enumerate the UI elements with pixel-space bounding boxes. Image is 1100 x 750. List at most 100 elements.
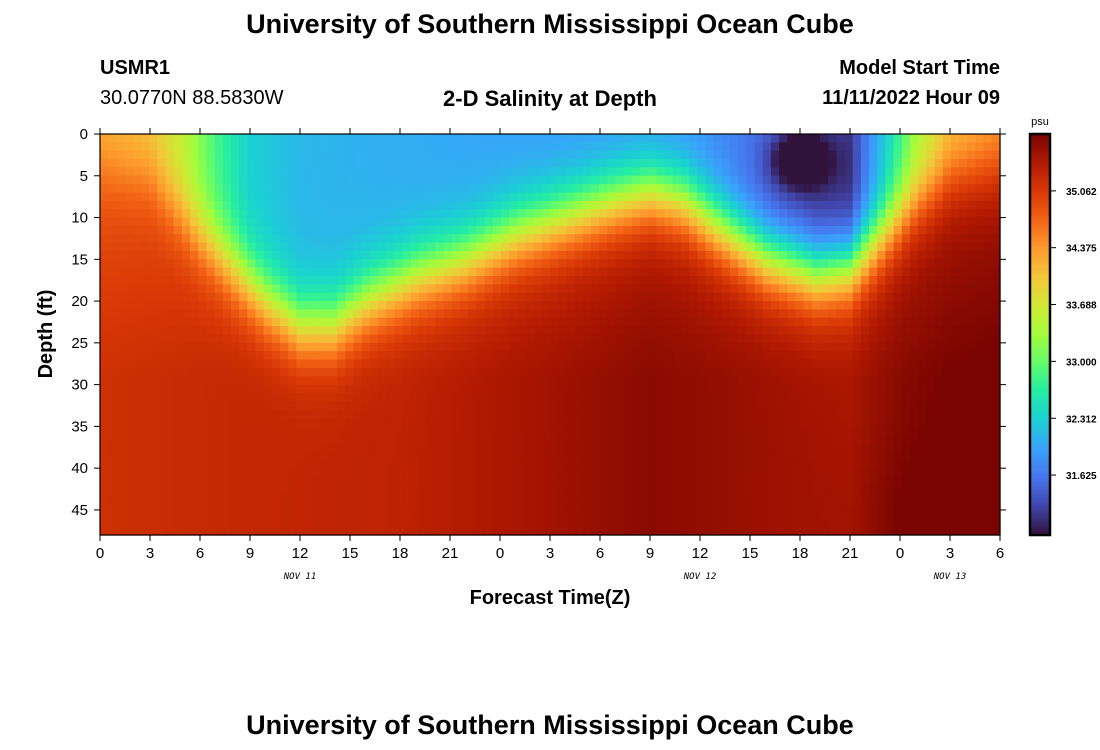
heatmap-cell: [730, 401, 739, 411]
heatmap-cell: [100, 159, 109, 169]
heatmap-cell: [394, 250, 404, 260]
heatmap-cell: [370, 451, 379, 461]
heatmap-cell: [738, 309, 747, 319]
heatmap-cell: [746, 359, 756, 369]
heatmap-cell: [599, 301, 608, 311]
heatmap-cell: [517, 468, 527, 478]
heatmap-cell: [230, 459, 240, 469]
heatmap-cell: [959, 184, 968, 194]
heatmap-cell: [746, 501, 756, 511]
heatmap-cell: [500, 225, 510, 235]
heatmap-cell: [394, 225, 404, 235]
heatmap-cell: [640, 309, 649, 319]
heatmap-cell: [754, 209, 764, 219]
heatmap-cell: [476, 242, 486, 252]
heatmap-cell: [394, 426, 404, 436]
heatmap-cell: [975, 443, 985, 453]
heatmap-cell: [402, 426, 412, 436]
heatmap-cell: [975, 484, 985, 494]
heatmap-cell: [738, 217, 747, 227]
heatmap-cell: [631, 342, 641, 352]
heatmap-cell: [476, 426, 486, 436]
heatmap-cell: [607, 376, 617, 386]
heatmap-cell: [730, 384, 739, 394]
heatmap-cell: [910, 384, 919, 394]
heatmap-cell: [500, 309, 510, 319]
heatmap-cell: [550, 326, 559, 336]
heatmap-cell: [460, 426, 469, 436]
heatmap-cell: [910, 259, 919, 269]
heatmap-cell: [672, 150, 682, 160]
heatmap-cell: [918, 342, 927, 352]
heatmap-cell: [239, 351, 248, 361]
heatmap-cell: [419, 134, 428, 143]
heatmap-cell: [828, 326, 837, 336]
heatmap-cell: [345, 418, 355, 427]
heatmap-cell: [779, 326, 788, 336]
heatmap-cell: [263, 409, 273, 419]
heatmap-cell: [517, 284, 527, 294]
heatmap-cell: [852, 217, 862, 227]
heatmap-cell: [901, 459, 911, 469]
heatmap-cell: [165, 418, 175, 427]
heatmap-cell: [754, 259, 764, 269]
heatmap-cell: [566, 301, 576, 311]
heatmap-cell: [566, 142, 576, 152]
heatmap-cell: [337, 250, 347, 260]
heatmap-cell: [590, 167, 600, 177]
heatmap-cell: [484, 476, 494, 486]
heatmap-cell: [280, 225, 289, 235]
heatmap-cell: [885, 267, 895, 277]
heatmap-cell: [746, 217, 756, 227]
heatmap-cell: [157, 351, 167, 361]
heatmap-cell: [820, 376, 829, 386]
heatmap-cell: [108, 376, 117, 386]
heatmap-cell: [787, 184, 797, 194]
heatmap-cell: [451, 167, 461, 177]
heatmap-cell: [959, 292, 968, 302]
heatmap-cell: [165, 334, 175, 344]
heatmap-cell: [312, 250, 322, 260]
heatmap-cell: [730, 418, 739, 427]
heatmap-cell: [116, 225, 126, 235]
heatmap-cell: [918, 209, 927, 219]
heatmap-cell: [239, 134, 248, 143]
heatmap-cell: [484, 359, 494, 369]
heatmap-cell: [484, 484, 494, 494]
heatmap-cell: [754, 284, 764, 294]
heatmap-cell: [975, 418, 985, 427]
heatmap-cell: [140, 359, 150, 369]
heatmap-cell: [190, 334, 199, 344]
heatmap-cell: [811, 326, 821, 336]
heatmap-cell: [484, 267, 494, 277]
heatmap-cell: [828, 150, 837, 160]
heatmap-cell: [484, 409, 494, 419]
heatmap-cell: [844, 426, 854, 436]
heatmap-cell: [214, 434, 224, 444]
heatmap-cell: [190, 342, 199, 352]
heatmap-cell: [656, 484, 666, 494]
heatmap-cell: [811, 301, 821, 311]
heatmap-cell: [550, 459, 559, 469]
heatmap-cell: [828, 142, 837, 152]
heatmap-cell: [574, 309, 584, 319]
heatmap-cell: [566, 326, 576, 336]
heatmap-cell: [468, 284, 477, 294]
heatmap-cell: [410, 384, 420, 394]
heatmap-cell: [599, 175, 608, 185]
heatmap-cell: [288, 409, 297, 419]
heatmap-cell: [304, 451, 314, 461]
heatmap-cell: [419, 142, 428, 152]
heatmap-cell: [484, 342, 494, 352]
heatmap-cell: [983, 384, 993, 394]
heatmap-cell: [582, 276, 592, 285]
heatmap-cell: [419, 351, 428, 361]
heatmap-cell: [370, 434, 379, 444]
heatmap-cell: [648, 217, 657, 227]
heatmap-cell: [394, 376, 404, 386]
heatmap-cell: [820, 217, 829, 227]
heatmap-cell: [451, 443, 461, 453]
heatmap-cell: [877, 351, 887, 361]
heatmap-cell: [942, 376, 952, 386]
heatmap-cell: [811, 443, 821, 453]
